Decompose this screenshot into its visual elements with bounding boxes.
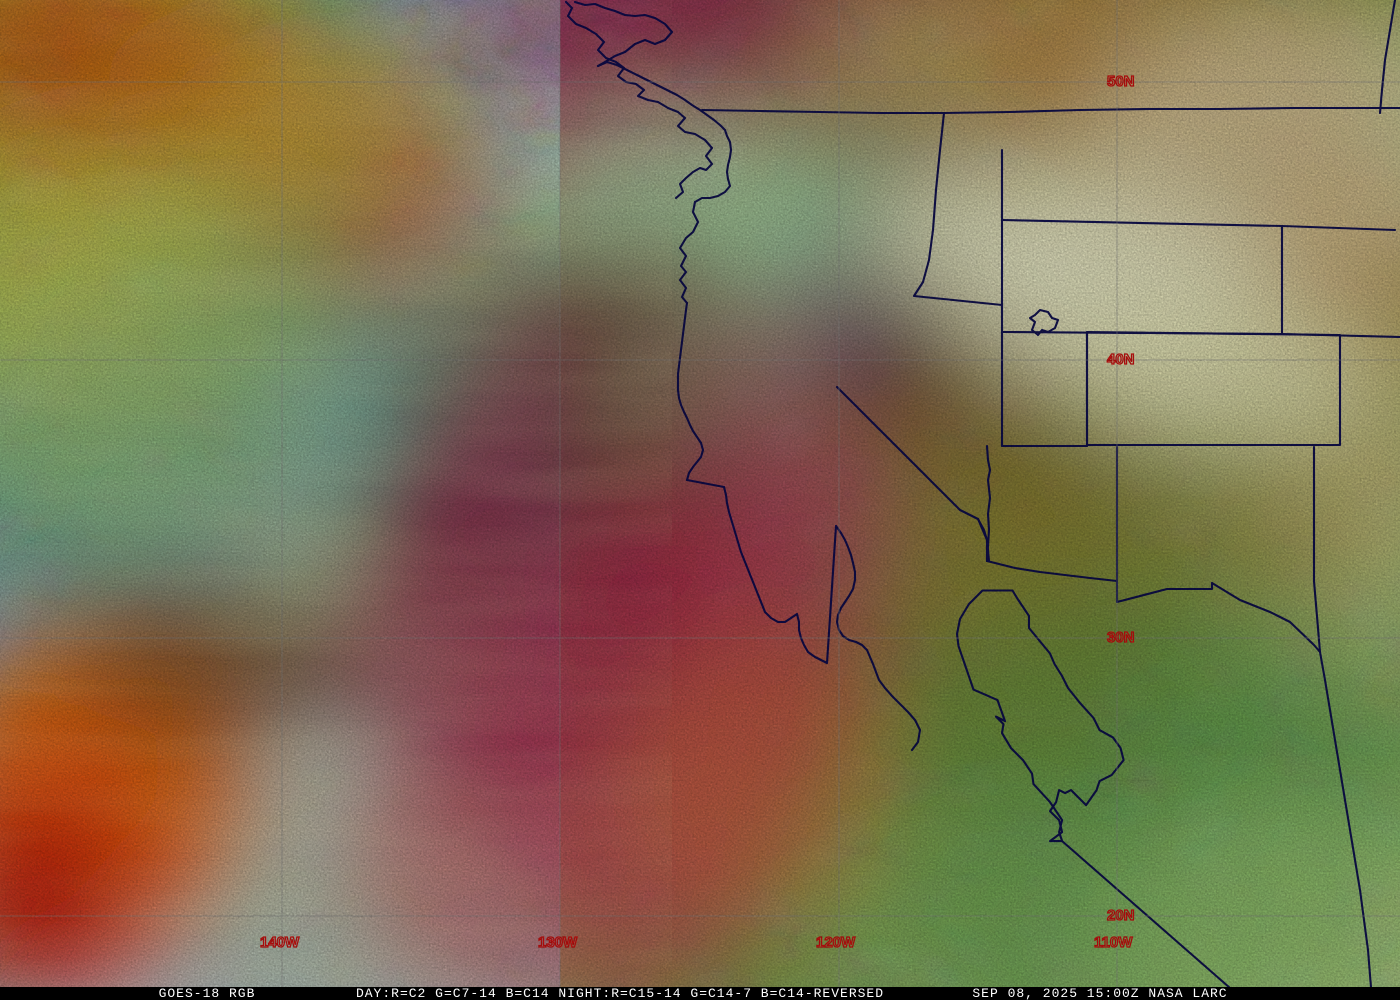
svg-text:SEP 08, 2025 15:00Z NASA LARC: SEP 08, 2025 15:00Z NASA LARC bbox=[972, 986, 1227, 1000]
svg-text:DAY:R=C2 G=C7-14 B=C14 NIGHT:: DAY:R=C2 G=C7-14 B=C14 NIGHT:R=C15-14 G=… bbox=[356, 986, 884, 1000]
svg-text:GOES-18 RGB: GOES-18 RGB bbox=[159, 986, 256, 1000]
